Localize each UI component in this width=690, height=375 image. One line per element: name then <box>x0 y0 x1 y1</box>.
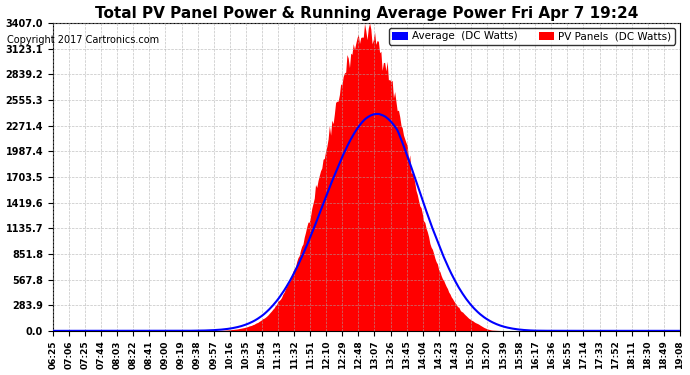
Text: Copyright 2017 Cartronics.com: Copyright 2017 Cartronics.com <box>7 35 159 45</box>
Title: Total PV Panel Power & Running Average Power Fri Apr 7 19:24: Total PV Panel Power & Running Average P… <box>95 6 638 21</box>
Legend: Average  (DC Watts), PV Panels  (DC Watts): Average (DC Watts), PV Panels (DC Watts) <box>389 28 675 45</box>
